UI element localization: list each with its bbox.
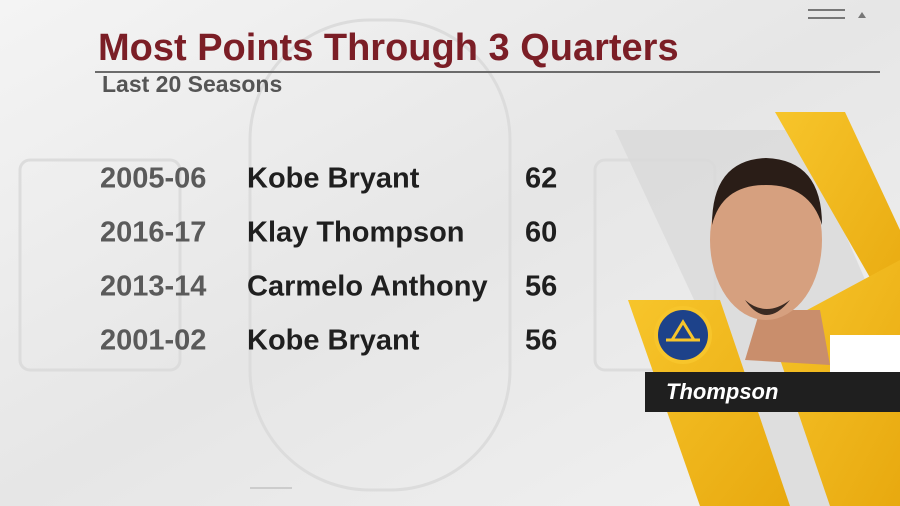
neck [745,310,830,365]
player-card: Thompson [615,112,900,506]
points: 56 [525,325,557,357]
logo-bridge [666,319,700,342]
player: Carmelo Anthony [247,271,488,303]
head [710,160,822,320]
points: 60 [525,217,557,249]
season: 2005-06 [100,163,206,195]
beard [745,300,790,315]
table: 2005-06 Kobe Bryant 62 2016-17 Klay Thompson… [100,163,557,357]
points: 56 [525,271,557,303]
name-plate [645,372,900,412]
team-logo [654,306,712,364]
menu-icon [808,9,845,19]
player: Klay Thompson [247,217,465,249]
title: Most Points Through 3 Quarters [98,27,679,69]
player-name: Thompson [666,379,778,404]
subtitle: Last 20 Seasons [102,71,282,97]
season: 2001-02 [100,325,206,357]
hair [712,158,822,225]
arrow-icon [858,12,866,18]
season: 2013-14 [100,271,206,303]
points: 62 [525,163,557,195]
player: Kobe Bryant [247,325,420,357]
player: Kobe Bryant [247,163,420,195]
season: 2016-17 [100,217,206,249]
